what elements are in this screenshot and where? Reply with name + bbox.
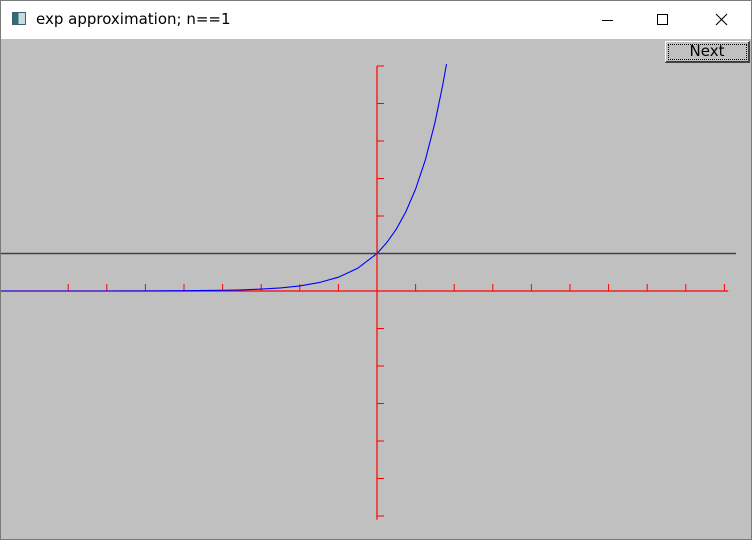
next-button[interactable]: Next — [665, 41, 750, 63]
exp-plot — [1, 64, 736, 520]
minimize-button[interactable] — [585, 1, 631, 39]
maximize-icon — [657, 14, 668, 25]
app-icon — [12, 12, 26, 25]
title-bar[interactable]: exp approximation; n==1 — [1, 1, 751, 39]
plot-canvas: Next — [1, 39, 751, 539]
close-icon — [715, 13, 728, 26]
window-title: exp approximation; n==1 — [36, 10, 231, 28]
minimize-icon — [602, 20, 613, 21]
maximize-button[interactable] — [640, 1, 686, 39]
close-button[interactable] — [698, 1, 744, 39]
exp-curve-line — [1, 64, 448, 292]
